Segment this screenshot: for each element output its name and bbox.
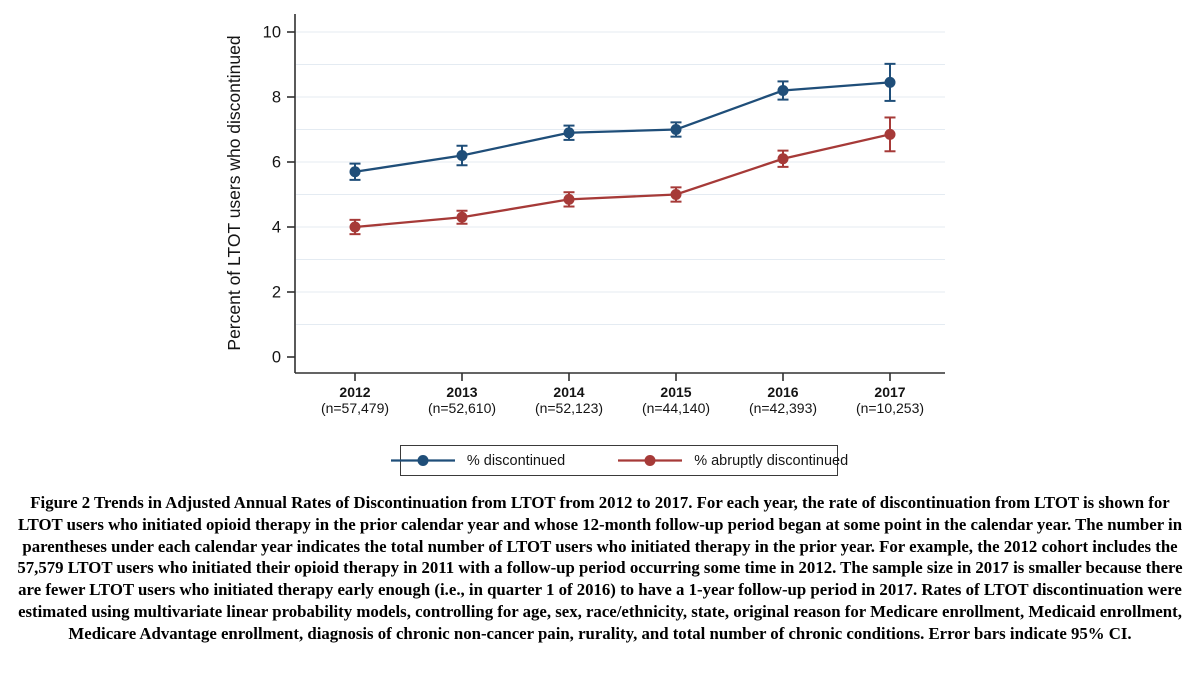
y-tick-label: 0 xyxy=(272,349,281,367)
data-point xyxy=(670,189,682,200)
data-point xyxy=(777,153,789,165)
x-tick-year-label: 2013 xyxy=(446,384,477,400)
x-tick-n-label: (n=52,123) xyxy=(535,400,603,416)
chart-legend: % discontinued % abruptly discontinued xyxy=(390,445,848,476)
y-axis-title: Percent of LTOT users who discontinued xyxy=(224,35,244,350)
legend-line-marker-icon xyxy=(618,455,683,466)
legend-label: % abruptly discontinued xyxy=(694,452,849,469)
x-tick-n-label: (n=57,479) xyxy=(321,400,389,416)
x-tick-year-label: 2015 xyxy=(660,384,691,400)
figure-2-chart: 0 2 4 6 8 10 2012 (n=57,479) 2013 (n=52,610) 2014(… xyxy=(224,14,945,476)
data-point xyxy=(456,150,468,161)
y-tick-label: 6 xyxy=(272,154,281,172)
x-tick-year-label: 2014 xyxy=(553,384,584,400)
y-tick-label: 10 xyxy=(263,24,281,42)
x-tick-n-label: (n=10,253) xyxy=(856,400,924,416)
x-tick-n-label: (n=52,610) xyxy=(428,400,496,416)
legend-line-marker-icon xyxy=(390,455,455,466)
data-point xyxy=(563,127,575,139)
figure-caption: Figure 2 Trends in Adjusted Annual Rates… xyxy=(17,493,1183,643)
data-point xyxy=(349,166,361,178)
legend-item-discontinued: % discontinued xyxy=(390,453,565,469)
data-point xyxy=(563,193,575,205)
data-point xyxy=(777,85,789,96)
chart-canvas: 02468102012(n=57,479)2013(n=52,610)2014(… xyxy=(224,14,945,416)
y-tick-label: 2 xyxy=(272,284,281,302)
x-tick-year-label: 2016 xyxy=(767,384,798,400)
legend-item-abruptly-discontinued: % abruptly discontinued xyxy=(617,453,848,469)
y-tick-label: 8 xyxy=(272,89,281,107)
x-tick-year-label: 2017 xyxy=(874,384,905,400)
data-point xyxy=(884,128,896,140)
x-tick-n-label: (n=44,140) xyxy=(642,400,710,416)
y-tick-label: 4 xyxy=(272,219,281,237)
x-tick-n-label: (n=42,393) xyxy=(749,400,817,416)
data-point xyxy=(349,221,361,233)
legend-label: % discontinued xyxy=(466,452,566,469)
series-line-1 xyxy=(354,133,891,229)
series-line-0 xyxy=(354,81,891,173)
x-tick-year-label: 2012 xyxy=(339,384,370,400)
data-point xyxy=(456,211,468,223)
data-point xyxy=(884,76,896,88)
data-point xyxy=(670,124,682,135)
